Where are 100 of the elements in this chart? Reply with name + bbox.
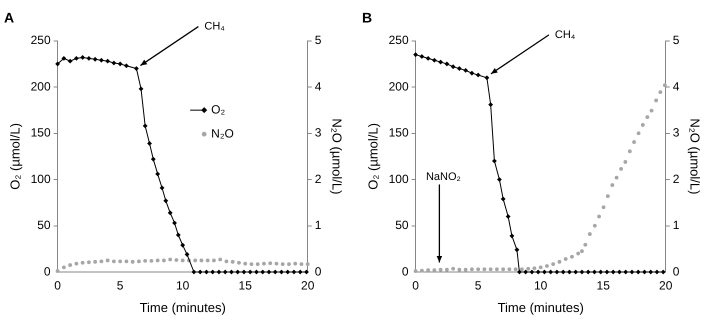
point (662, 83, 667, 88)
point (628, 149, 632, 154)
y-tick-label: 150 (388, 126, 409, 140)
point (300, 262, 304, 266)
point (654, 98, 658, 102)
y2-tick-label: 1 (672, 218, 680, 232)
point (176, 232, 181, 238)
point (450, 64, 456, 70)
point (274, 262, 278, 266)
x-tick-label: 10 (176, 278, 190, 293)
point (262, 262, 266, 266)
point (419, 54, 424, 59)
point (111, 60, 116, 66)
y-axis-title: O₂ (µmol/L) (7, 123, 22, 190)
y-tick-label: 100 (388, 172, 409, 186)
annotation: CH₄ (554, 28, 576, 41)
point (80, 260, 85, 265)
y2-tick-label: 3 (314, 126, 322, 140)
y-axis-title: O₂ (µmol/L) (365, 123, 380, 190)
y-tick-label: 250 (388, 33, 409, 48)
point (162, 258, 166, 262)
point (137, 259, 141, 264)
point (124, 63, 129, 68)
point (482, 267, 486, 272)
point (268, 261, 272, 266)
point (206, 258, 210, 262)
point (648, 270, 654, 274)
point (55, 62, 60, 66)
point (124, 259, 128, 264)
x-tick-label: 15 (596, 278, 610, 293)
point (451, 266, 456, 271)
point (650, 108, 654, 113)
x-tick-label: 20 (659, 278, 673, 293)
point (583, 242, 588, 247)
point (470, 267, 474, 272)
point (580, 249, 584, 254)
point (576, 252, 580, 256)
x-axis-title: Time (minutes) (498, 300, 584, 315)
x-tick-label: 20 (301, 278, 315, 293)
y2-axis-title: N₂O (µmol/L) (688, 118, 703, 194)
point (444, 268, 449, 272)
x-axis-title: Time (minutes) (140, 300, 226, 315)
point (476, 72, 481, 78)
point (592, 224, 597, 228)
point (293, 262, 298, 266)
point (632, 140, 636, 144)
point (488, 267, 493, 272)
point (510, 234, 514, 238)
y2-tick-label: 2 (314, 172, 322, 186)
point (457, 268, 462, 272)
point (280, 262, 285, 266)
point (180, 258, 185, 262)
annotation: CH₄ (204, 20, 226, 33)
point (597, 214, 601, 218)
y2-tick-label: 4 (314, 79, 322, 94)
point (500, 196, 506, 202)
point (545, 264, 549, 268)
point (414, 269, 418, 273)
y-tick-label: 50 (395, 218, 409, 232)
point (463, 68, 468, 73)
point (155, 172, 160, 176)
point (212, 258, 216, 262)
x-tick-label: 5 (116, 278, 124, 293)
point (150, 156, 156, 162)
point (74, 262, 78, 266)
point (138, 86, 144, 92)
point (237, 260, 241, 265)
point (495, 267, 499, 272)
point (160, 185, 164, 190)
point (420, 268, 424, 273)
point (184, 252, 190, 257)
point (456, 66, 462, 71)
point (285, 270, 290, 274)
point (62, 265, 66, 270)
point (168, 258, 172, 262)
point (645, 115, 650, 119)
point (558, 260, 562, 264)
point (514, 267, 518, 272)
point (142, 123, 148, 128)
chart-title: A (4, 9, 14, 26)
y-tick-label: 0 (44, 264, 51, 278)
point (438, 268, 443, 272)
point (476, 267, 480, 272)
point (106, 258, 110, 262)
point (92, 56, 98, 62)
point (68, 263, 72, 267)
point (243, 262, 248, 266)
point (112, 259, 116, 264)
point (426, 268, 430, 272)
point (86, 260, 91, 264)
point (469, 70, 474, 76)
y2-tick-label: 1 (314, 218, 322, 232)
point (298, 270, 303, 274)
point (306, 262, 310, 266)
chart-title: B (362, 9, 372, 26)
point (98, 58, 104, 63)
x-tick-label: 0 (54, 278, 62, 293)
y-tick-label: 150 (30, 126, 51, 140)
x-tick-label: 15 (238, 278, 252, 293)
x-tick-label: 5 (474, 278, 482, 293)
